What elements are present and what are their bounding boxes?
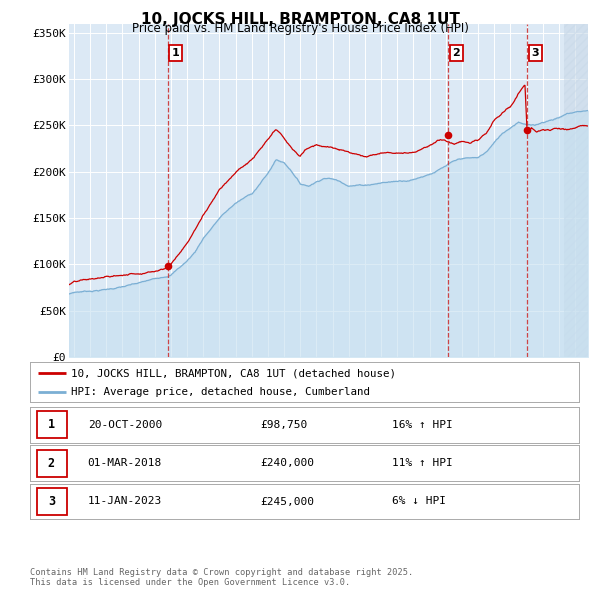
Text: 10, JOCKS HILL, BRAMPTON, CA8 1UT (detached house): 10, JOCKS HILL, BRAMPTON, CA8 1UT (detac… xyxy=(71,369,396,379)
Text: Contains HM Land Registry data © Crown copyright and database right 2025.
This d: Contains HM Land Registry data © Crown c… xyxy=(30,568,413,587)
Bar xyxy=(564,24,588,357)
FancyBboxPatch shape xyxy=(37,488,67,515)
Text: Price paid vs. HM Land Registry's House Price Index (HPI): Price paid vs. HM Land Registry's House … xyxy=(131,22,469,35)
Text: £245,000: £245,000 xyxy=(260,497,314,506)
Text: £240,000: £240,000 xyxy=(260,458,314,468)
Text: £98,750: £98,750 xyxy=(260,420,308,430)
Text: 11-JAN-2023: 11-JAN-2023 xyxy=(88,497,162,506)
Text: HPI: Average price, detached house, Cumberland: HPI: Average price, detached house, Cumb… xyxy=(71,388,370,397)
Text: 16% ↑ HPI: 16% ↑ HPI xyxy=(392,420,453,430)
Text: 10, JOCKS HILL, BRAMPTON, CA8 1UT: 10, JOCKS HILL, BRAMPTON, CA8 1UT xyxy=(140,12,460,27)
Text: 2: 2 xyxy=(452,48,460,58)
FancyBboxPatch shape xyxy=(37,450,67,477)
Text: 11% ↑ HPI: 11% ↑ HPI xyxy=(392,458,453,468)
Text: 3: 3 xyxy=(48,495,55,508)
Text: 01-MAR-2018: 01-MAR-2018 xyxy=(88,458,162,468)
Text: 3: 3 xyxy=(532,48,539,58)
Text: 20-OCT-2000: 20-OCT-2000 xyxy=(88,420,162,430)
Text: 1: 1 xyxy=(172,48,179,58)
FancyBboxPatch shape xyxy=(37,411,67,438)
Text: 1: 1 xyxy=(48,418,55,431)
Text: 2: 2 xyxy=(48,457,55,470)
Text: 6% ↓ HPI: 6% ↓ HPI xyxy=(392,497,446,506)
